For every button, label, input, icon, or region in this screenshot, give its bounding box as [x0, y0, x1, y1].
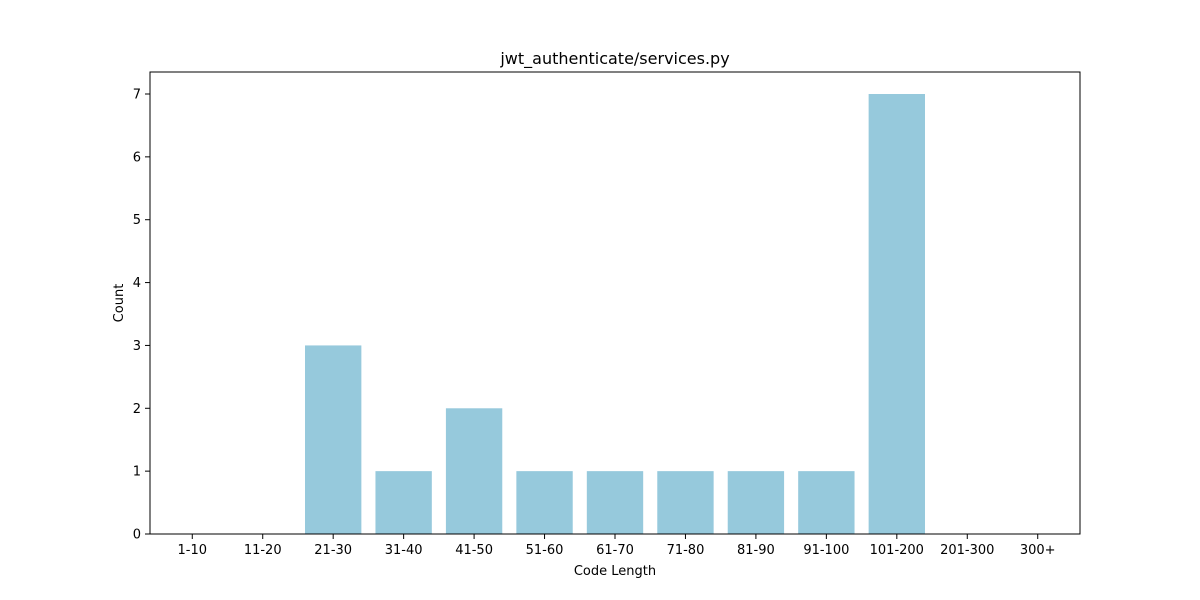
y-tick-label: 3	[133, 339, 141, 354]
y-tick-label: 1	[133, 465, 141, 480]
bar-71-80	[657, 471, 714, 534]
x-tick-label: 41-50	[455, 543, 493, 558]
bar-21-30	[305, 345, 362, 534]
plot-frame	[149, 71, 1081, 535]
x-tick-label: 71-80	[667, 543, 705, 558]
bar-51-60	[516, 471, 573, 534]
y-tick-label: 5	[133, 213, 141, 228]
x-axis-ticks: 1-10 11-20 21-30 31-40 41-50 51-60 61-70 71-80 8…	[178, 534, 1056, 558]
x-tick-label: 31-40	[385, 543, 423, 558]
bar-31-40	[375, 471, 432, 534]
bar-91-100	[798, 471, 855, 534]
x-tick-label: 21-30	[314, 543, 352, 558]
x-axis-label: Code Length	[574, 564, 656, 579]
x-tick-label: 300+	[1020, 543, 1056, 558]
x-tick-label: 51-60	[526, 543, 564, 558]
bar-101-200	[868, 94, 925, 534]
x-tick-label: 81-90	[737, 543, 775, 558]
y-axis-ticks: 0 1 2 3 4 5 6 7	[133, 88, 150, 543]
x-tick-label: 91-100	[803, 543, 849, 558]
bar-81-90	[727, 471, 785, 534]
y-tick-label: 7	[133, 88, 141, 103]
x-tick-label: 1-10	[178, 543, 208, 558]
chart-title: jwt_authenticate/services.py	[499, 49, 729, 69]
bars-group	[305, 94, 925, 534]
x-tick-label: 101-200	[870, 543, 924, 558]
x-tick-label: 201-300	[940, 543, 994, 558]
x-tick-label: 61-70	[596, 543, 634, 558]
y-tick-label: 2	[133, 402, 141, 417]
y-axis-label: Count	[112, 284, 127, 323]
y-tick-label: 6	[133, 150, 141, 165]
y-tick-label: 4	[133, 276, 141, 291]
x-tick-label: 11-20	[244, 543, 282, 558]
y-tick-label: 0	[133, 528, 141, 543]
bar-41-50	[445, 408, 503, 534]
bar-61-70	[586, 471, 644, 534]
